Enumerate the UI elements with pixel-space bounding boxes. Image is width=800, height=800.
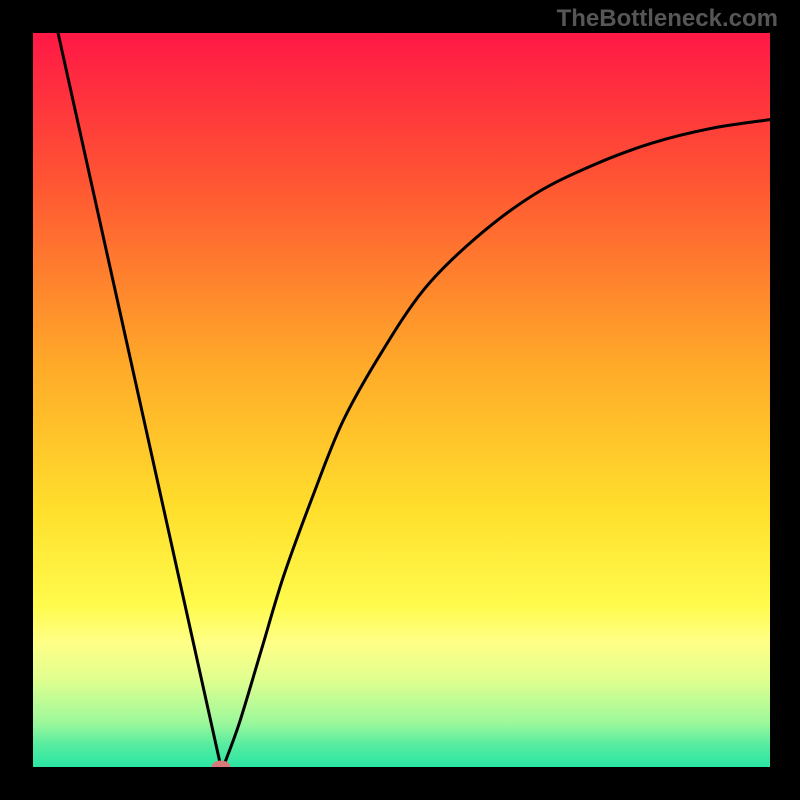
watermark-text: TheBottleneck.com <box>557 5 778 33</box>
bottleneck-chart <box>33 33 770 767</box>
chart-container: TheBottleneck.com <box>0 0 800 800</box>
chart-background <box>33 33 770 767</box>
